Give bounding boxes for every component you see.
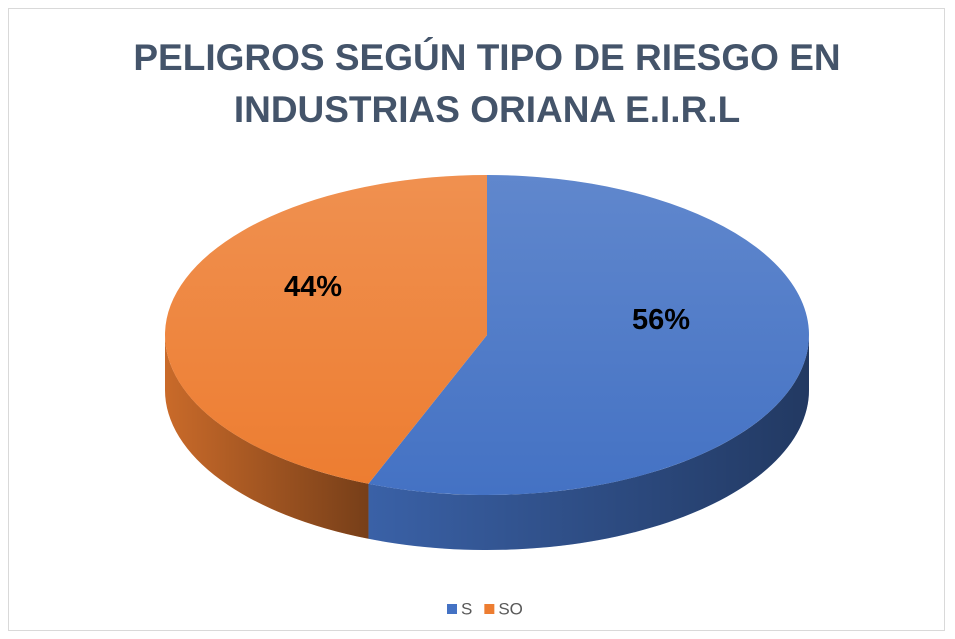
chart-title: PELIGROS SEGÚN TIPO DE RIESGO EN INDUSTR… [133, 37, 841, 130]
slice-side-shade [368, 335, 809, 550]
slice-side-shade [165, 335, 369, 539]
data-label: 56% [632, 304, 690, 336]
slice-gloss [164, 175, 487, 484]
legend-swatch [484, 604, 495, 614]
legend-label: S [461, 599, 472, 618]
legend-label: SO [498, 599, 523, 618]
legend-swatch [447, 604, 457, 614]
data-label: 44% [284, 271, 342, 303]
slice-gloss [368, 175, 809, 495]
chart-frame [8, 8, 945, 631]
